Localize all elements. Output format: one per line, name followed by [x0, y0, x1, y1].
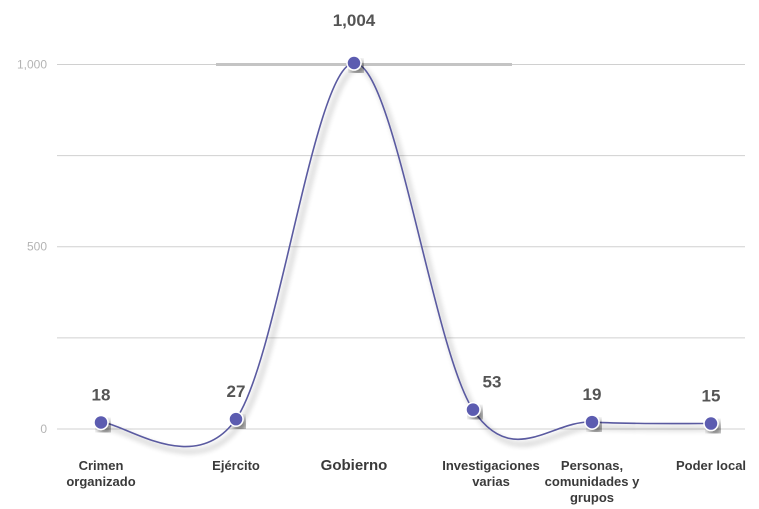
- y-axis-ticks: 0 500 1,000: [17, 57, 47, 436]
- y-tick-label: 0: [40, 422, 47, 436]
- x-category-label-line: comunidades y: [545, 474, 640, 489]
- data-point: [465, 401, 481, 418]
- data-label: 15: [702, 387, 721, 406]
- x-category-label-line: varias: [472, 474, 510, 489]
- x-category-label-line: grupos: [570, 490, 614, 505]
- data-label: 53: [483, 373, 502, 392]
- data-label: 27: [227, 382, 246, 401]
- x-category-label: Poder local: [676, 458, 746, 473]
- x-category-label-line: Ejército: [212, 458, 260, 473]
- y-tick-label: 1,000: [17, 57, 47, 71]
- data-label: 19: [583, 385, 602, 404]
- data-point: [93, 414, 109, 431]
- grid-lines: [57, 63, 745, 430]
- x-category-label-line: Poder local: [676, 458, 746, 473]
- x-category-label-line: Gobierno: [321, 457, 388, 474]
- series: [93, 55, 719, 448]
- data-label: 18: [92, 385, 111, 404]
- y-tick-label: 500: [27, 240, 47, 254]
- data-labels: 18 27 1,004 53 19 15: [92, 11, 721, 406]
- x-category-label: Gobierno: [321, 457, 388, 474]
- x-category-label-line: Investigaciones: [442, 458, 540, 473]
- x-category-label-line: organizado: [66, 474, 135, 489]
- series-line: [100, 62, 712, 448]
- x-category-label-line: Crimen: [79, 458, 124, 473]
- data-point: [584, 414, 600, 430]
- data-point: [346, 55, 362, 71]
- data-point: [703, 415, 719, 432]
- x-category-label-line: Personas,: [561, 458, 623, 473]
- data-label: 1,004: [333, 11, 376, 30]
- x-category-label: Ejército: [212, 458, 260, 473]
- data-point: [228, 411, 244, 427]
